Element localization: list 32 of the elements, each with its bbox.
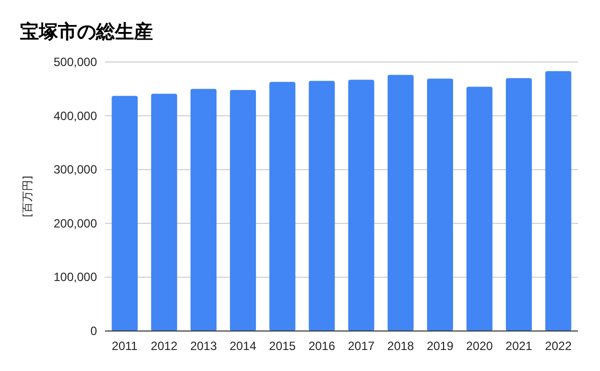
x-tick-label: 2017 xyxy=(348,339,375,353)
bar xyxy=(190,88,217,331)
x-tick-label: 2016 xyxy=(308,339,336,353)
x-tick-label: 2015 xyxy=(269,339,296,353)
bar xyxy=(348,80,374,331)
y-axis-title: [百万円] xyxy=(21,176,34,218)
y-tick-label: 500,000 xyxy=(54,55,98,69)
y-tick-label: 200,000 xyxy=(54,216,98,230)
y-tick-label: 300,000 xyxy=(54,162,98,177)
x-tick-label: 2012 xyxy=(150,339,178,353)
x-tick-label: 2021 xyxy=(506,339,533,353)
x-tick-label: 2019 xyxy=(426,339,454,353)
x-tick-label: 2022 xyxy=(544,339,572,353)
bar xyxy=(506,78,532,331)
y-tick-label: 100,000 xyxy=(54,270,98,284)
bar xyxy=(151,94,178,331)
x-tick-label: 2020 xyxy=(466,339,494,353)
y-tick-label: 0 xyxy=(90,324,98,338)
bar xyxy=(427,78,454,331)
bar xyxy=(545,71,572,331)
x-tick-label: 2018 xyxy=(387,339,414,353)
bar xyxy=(388,74,414,331)
y-tick-label: 400,000 xyxy=(54,108,98,123)
bar xyxy=(269,82,296,331)
bar xyxy=(308,80,335,331)
x-tick-label: 2013 xyxy=(190,339,218,353)
bar xyxy=(112,96,138,331)
bar xyxy=(466,86,492,331)
x-tick-label: 2011 xyxy=(112,339,138,353)
chart-title: 宝塚市の総生産 xyxy=(20,21,153,43)
x-tick-label: 2014 xyxy=(230,339,257,353)
bar xyxy=(230,90,256,331)
